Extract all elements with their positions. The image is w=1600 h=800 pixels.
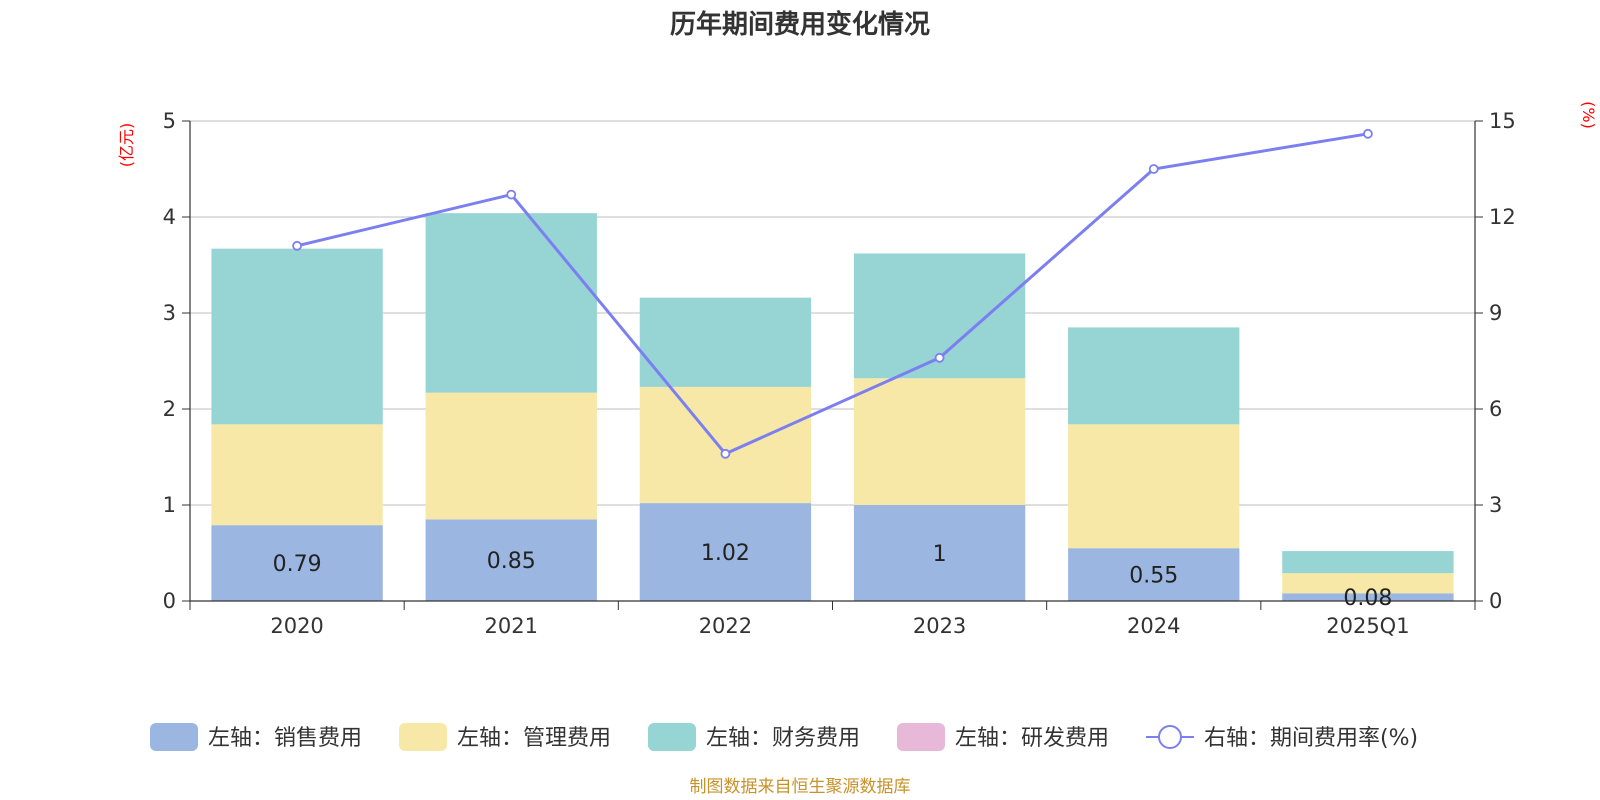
bar-segment xyxy=(853,378,1026,505)
bar-data-label: 0.79 xyxy=(273,552,322,577)
bar-data-label: 0.85 xyxy=(487,549,536,574)
bars-layer xyxy=(211,213,1454,601)
x-tick-label: 2021 xyxy=(485,614,538,638)
bar-segment xyxy=(425,213,597,393)
legend-label: 左轴：财务费用 xyxy=(706,726,860,751)
legend-label: 左轴：研发费用 xyxy=(955,726,1109,751)
right-tick-label: 12 xyxy=(1489,205,1516,229)
rate-line xyxy=(296,132,1369,456)
legend-swatch xyxy=(897,723,945,751)
rate-point xyxy=(1363,128,1373,139)
bar-segment xyxy=(211,248,383,425)
left-tick-label: 3 xyxy=(163,301,176,325)
bar-segment xyxy=(639,503,812,601)
bar-segment xyxy=(853,505,1026,601)
bar-data-label: 0.55 xyxy=(1129,564,1178,589)
bar-segment xyxy=(211,525,383,601)
right-tick-label: 6 xyxy=(1489,397,1502,421)
bar-segment xyxy=(639,386,812,504)
rate-point xyxy=(934,352,945,363)
rate-point xyxy=(1148,164,1159,174)
legend-swatch xyxy=(648,723,696,751)
legend-swatch xyxy=(150,723,198,751)
legend-label: 右轴：期间费用率(%) xyxy=(1204,726,1418,751)
rate-point xyxy=(506,189,517,200)
legend-label: 左轴：销售费用 xyxy=(208,726,362,751)
right-tick-label: 15 xyxy=(1489,109,1516,133)
x-tick-label: 2022 xyxy=(699,614,752,638)
bar-segment xyxy=(1282,573,1454,594)
rate-line-layer xyxy=(292,128,1373,459)
legend-marker-swatch xyxy=(1158,725,1182,749)
bar-segment xyxy=(1068,327,1240,425)
left-tick-label: 2 xyxy=(163,397,176,421)
rate-point xyxy=(720,448,731,459)
rate-point xyxy=(292,240,302,251)
source-note: 制图数据来自恒生聚源数据库 xyxy=(690,777,911,797)
grid-lines xyxy=(190,120,1475,506)
right-tick-label: 9 xyxy=(1489,301,1502,325)
right-axis-unit: (%) xyxy=(1579,101,1598,129)
bar-segment xyxy=(1068,424,1240,549)
x-tick-label: 2025Q1 xyxy=(1326,614,1409,638)
bar-segment xyxy=(1282,551,1454,574)
bar-segment xyxy=(425,519,597,601)
bar-segment xyxy=(425,392,597,520)
x-tick-label: 2024 xyxy=(1127,614,1180,638)
right-tick-label: 3 xyxy=(1489,493,1502,517)
legend: 左轴：销售费用 左轴：管理费用 左轴：财务费用 左轴：研发费用 右轴：期间费用率(%) xyxy=(150,723,1418,751)
bar-data-label: 0.08 xyxy=(1343,586,1392,611)
left-tick-label: 0 xyxy=(163,589,176,613)
legend-label: 左轴：管理费用 xyxy=(457,726,611,751)
x-tick-label: 2020 xyxy=(270,614,323,638)
bar-segment xyxy=(1282,593,1454,601)
bar-segment xyxy=(639,297,812,387)
data-labels-layer: 0.79 0.85 1.02 1 0.55 0.08 xyxy=(273,541,1393,611)
chart-title: 历年期间费用变化情况 xyxy=(670,9,930,40)
bar-segment xyxy=(1068,548,1240,601)
right-tick-label: 0 xyxy=(1489,589,1502,613)
left-tick-label: 1 xyxy=(163,493,176,517)
x-tick-label: 2023 xyxy=(913,614,966,638)
bar-segment xyxy=(211,424,383,526)
left-tick-label: 5 xyxy=(163,109,176,133)
bar-data-label: 1 xyxy=(933,542,947,567)
bar-data-label: 1.02 xyxy=(701,541,750,566)
left-tick-label: 4 xyxy=(163,205,176,229)
legend-swatch xyxy=(399,723,447,751)
left-axis-unit: (亿元) xyxy=(117,123,136,168)
